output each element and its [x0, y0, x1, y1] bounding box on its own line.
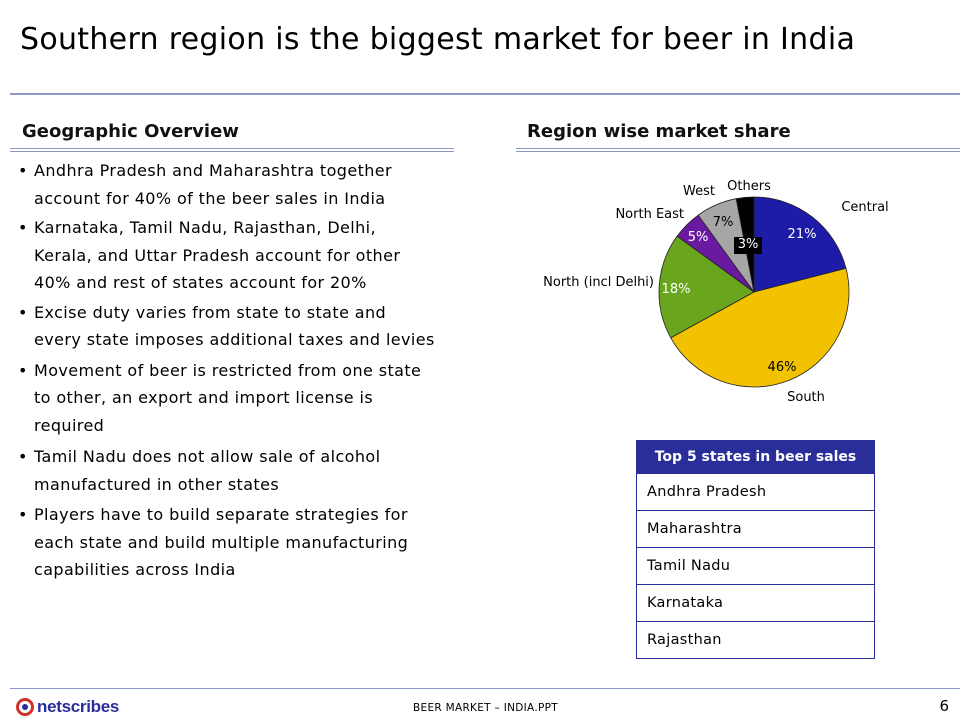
- table-row: Tamil Nadu: [636, 547, 875, 585]
- table-header: Top 5 states in beer sales: [636, 440, 875, 474]
- pie-value-label: 21%: [788, 227, 817, 242]
- bullet-dot: •: [18, 302, 28, 322]
- right-heading: Region wise market share: [527, 121, 791, 142]
- left-heading: Geographic Overview: [22, 121, 239, 142]
- bullet-line: 40% and rest of states account for 20%: [34, 273, 367, 292]
- overview-bullet-list: • Andhra Pradesh and Maharashtra together…: [18, 157, 478, 584]
- pie-slice-central: [753, 196, 847, 293]
- footer-divider: [10, 688, 960, 689]
- bullet-item: • Tamil Nadu does not allow sale of alcoh…: [18, 443, 478, 498]
- pie-category-label: West: [683, 184, 715, 199]
- others-label-bg: [734, 237, 762, 254]
- bullet-dot: •: [18, 360, 28, 380]
- bullet-item: • Movement of beer is restricted from one…: [18, 357, 478, 440]
- table-cell: Maharashtra: [636, 510, 875, 548]
- bullet-line: Tamil Nadu does not allow sale of alcoho…: [34, 447, 381, 466]
- bullet-line: required: [34, 415, 105, 435]
- bullet-item: • Andhra Pradesh and Maharashtra together…: [18, 157, 478, 212]
- pie-category-label: Others: [727, 179, 771, 194]
- slide-title: Southern region is the biggest market fo…: [20, 22, 856, 57]
- table-row: Andhra Pradesh: [636, 473, 875, 511]
- bullet-dot: •: [18, 218, 28, 237]
- table-row: Karnataka: [636, 584, 875, 622]
- table-row: Rajasthan: [636, 621, 875, 659]
- bullet-line: manufactured in other states: [34, 474, 280, 494]
- pie-slice-north-incl-delhi: [658, 235, 755, 339]
- footer-file-name: BEER MARKET – INDIA.PPT: [413, 702, 558, 714]
- market-share-pie-chart: 21% Central 46% South 18% North (incl Delhi) 5…: [543, 179, 889, 405]
- bullet-line: every state imposes additional taxes and…: [34, 330, 435, 349]
- pie-category-label: North (incl Delhi): [543, 275, 654, 290]
- bullet-line: Kerala, and Uttar Pradesh account for ot…: [34, 245, 401, 265]
- bullet-item: • Excise duty varies from state to state …: [18, 299, 478, 354]
- table-cell: Karnataka: [636, 584, 875, 622]
- table-cell: Tamil Nadu: [636, 547, 875, 585]
- right-heading-underline-2: [516, 151, 960, 152]
- logo-mark-icon: [16, 698, 34, 716]
- bullet-item: • Karnataka, Tamil Nadu, Rajasthan, Delhi…: [18, 214, 478, 297]
- bullet-line: capabilities across India: [34, 560, 236, 579]
- top-states-table: Top 5 states in beer sales Andhra Prades…: [636, 440, 875, 659]
- bullet-line: Movement of beer is restricted from one …: [34, 360, 422, 380]
- pie-category-label: North East: [615, 207, 684, 222]
- bullet-dot: •: [18, 505, 28, 524]
- page-number: 6: [939, 697, 949, 715]
- pie-value-label: 5%: [688, 230, 709, 245]
- right-heading-underline: [516, 148, 960, 149]
- bullet-line: Players have to build separate strategie…: [34, 505, 408, 524]
- bullet-line: to other, an export and import license i…: [34, 388, 374, 407]
- bullet-item: • Players have to build separate strategi…: [18, 501, 478, 584]
- logo-text: netscribes: [37, 697, 120, 716]
- table-cell: Andhra Pradesh: [636, 473, 875, 511]
- bullet-line: Karnataka, Tamil Nadu, Rajasthan, Delhi,: [34, 218, 376, 237]
- pie-slice-south: [670, 267, 850, 388]
- pie-category-label: South: [787, 390, 825, 405]
- bullet-line: each state and build multiple manufactur…: [34, 532, 409, 552]
- pie-value-label: 7%: [713, 215, 734, 230]
- pie-value-label: 46%: [768, 360, 797, 375]
- bullet-line: Excise duty varies from state to state a…: [34, 302, 387, 322]
- left-heading-underline: [10, 148, 454, 149]
- pie-category-label: Central: [841, 200, 888, 215]
- bullet-dot: •: [18, 161, 28, 180]
- netscribes-logo: netscribes: [16, 697, 119, 717]
- table-cell: Rajasthan: [636, 621, 875, 659]
- bullet-line: Andhra Pradesh and Maharashtra together: [34, 161, 393, 180]
- table-row: Maharashtra: [636, 510, 875, 548]
- bullet-line: account for 40% of the beer sales in Ind…: [34, 188, 386, 208]
- pie-value-label: 18%: [662, 282, 691, 297]
- title-divider: [10, 93, 960, 95]
- bullet-dot: •: [18, 447, 28, 466]
- pie-value-label: 3%: [738, 237, 759, 252]
- left-heading-underline-2: [10, 151, 454, 152]
